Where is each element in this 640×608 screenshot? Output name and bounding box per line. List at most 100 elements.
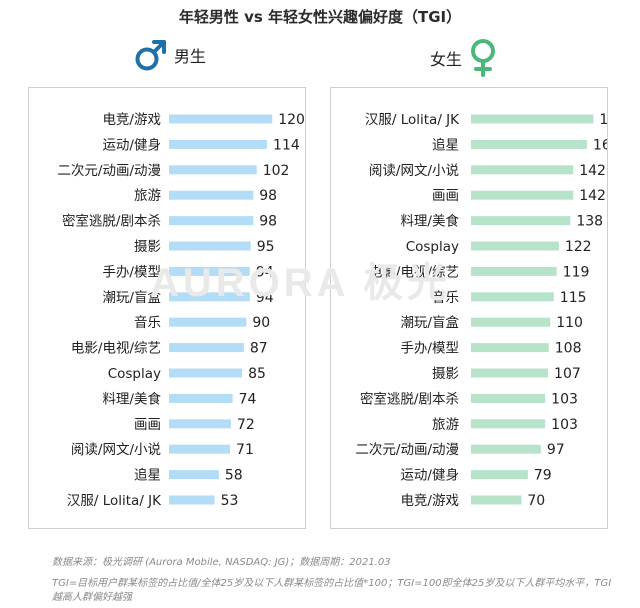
chart-title: 年轻男性 vs 年轻女性兴趣偏好度（TGI） bbox=[178, 8, 462, 26]
male-bar bbox=[169, 393, 233, 403]
male-bar bbox=[169, 292, 250, 302]
male-category-label: 电影/电视/综艺 bbox=[71, 341, 161, 357]
male-label: 男生 bbox=[174, 47, 207, 66]
male-bar bbox=[169, 470, 219, 480]
male-value-label: 94 bbox=[256, 290, 274, 306]
female-value-label: 70 bbox=[527, 493, 545, 509]
female-category-label: 料理/美食 bbox=[400, 213, 459, 230]
male-category-label: 潮玩/盲盒 bbox=[102, 289, 161, 306]
male-bar bbox=[169, 241, 251, 251]
male-bar bbox=[169, 444, 231, 454]
female-category-label: 摄影 bbox=[432, 366, 459, 382]
male-bar bbox=[169, 165, 257, 175]
female-bar bbox=[471, 216, 571, 226]
female-bar bbox=[471, 292, 554, 302]
female-category-label: 汉服/ Lolita/ JK bbox=[365, 112, 460, 128]
footnote-source: 数据来源：极光调研 (Aurora Mobile, NASDAQ: JG)；数据… bbox=[52, 557, 391, 568]
male-bar bbox=[169, 317, 247, 327]
female-bar bbox=[471, 343, 549, 353]
female-category-label: 音乐 bbox=[432, 289, 459, 306]
female-bar bbox=[471, 190, 574, 200]
male-category-label: 旅游 bbox=[134, 188, 161, 204]
female-header: 女生 bbox=[430, 38, 498, 78]
male-value-label: 58 bbox=[225, 468, 243, 484]
male-value-label: 102 bbox=[263, 163, 290, 179]
female-category-label: 潮玩/盲盒 bbox=[400, 314, 459, 331]
male-category-label: 电竞/游戏 bbox=[102, 111, 161, 128]
male-bar-chart: 电竞/游戏 120 运动/健身 114 二次元/动画/动漫 102 旅游 98 密室逃脱/剧本杀… bbox=[57, 111, 305, 509]
female-category-label: 手办/模型 bbox=[400, 341, 459, 357]
female-bar bbox=[471, 317, 551, 327]
female-value-label: 161 bbox=[593, 137, 607, 153]
female-value-label: 107 bbox=[554, 366, 581, 382]
female-bar bbox=[471, 114, 594, 124]
male-bar bbox=[169, 266, 250, 276]
female-value-label: 122 bbox=[565, 239, 592, 255]
male-chart-panel: 电竞/游戏 120 运动/健身 114 二次元/动画/动漫 102 旅游 98 密室逃脱/剧本杀… bbox=[28, 87, 306, 529]
male-category-label: 阅读/网文/小说 bbox=[71, 442, 161, 458]
male-bar bbox=[169, 190, 254, 200]
male-bar bbox=[169, 216, 254, 226]
female-bar bbox=[471, 139, 587, 149]
female-bar bbox=[471, 165, 574, 175]
male-category-label: 追星 bbox=[134, 468, 161, 484]
male-value-label: 71 bbox=[236, 442, 254, 458]
female-value-label: 108 bbox=[555, 341, 582, 357]
male-bar bbox=[169, 139, 268, 149]
footnote-tgi: TGI=目标用户群某标签的占比值/全体25岁及以下人群某标签的占比值*100；T… bbox=[52, 578, 612, 603]
male-category-label: 密室逃脱/剧本杀 bbox=[62, 213, 161, 230]
male-value-label: 85 bbox=[248, 366, 266, 382]
male-category-label: 摄影 bbox=[134, 239, 161, 255]
female-value-label: 138 bbox=[576, 214, 603, 230]
male-category-label: 料理/美食 bbox=[102, 390, 161, 407]
male-value-label: 94 bbox=[256, 264, 274, 280]
male-category-label: 汉服/ Lolita/ JK bbox=[67, 493, 162, 509]
male-value-label: 90 bbox=[252, 315, 270, 331]
male-category-label: Cosplay bbox=[108, 366, 161, 382]
male-category-label: 画画 bbox=[134, 417, 161, 433]
male-bar bbox=[169, 368, 243, 378]
female-value-label: 103 bbox=[551, 417, 578, 433]
female-bar bbox=[471, 393, 546, 403]
female-category-label: 二次元/动画/动漫 bbox=[355, 442, 459, 458]
male-value-label: 74 bbox=[239, 391, 257, 407]
male-bar bbox=[169, 495, 215, 505]
female-category-label: 电影/电视/综艺 bbox=[369, 264, 459, 280]
female-category-label: 阅读/网文/小说 bbox=[369, 163, 459, 179]
female-chart-panel: 汉服/ Lolita/ JK 170 追星 161 阅读/网文/小说 142 画画 142 料理… bbox=[330, 87, 608, 529]
male-value-label: 120 bbox=[278, 112, 305, 128]
female-category-label: 旅游 bbox=[432, 417, 459, 433]
female-value-label: 170 bbox=[599, 112, 607, 128]
female-category-label: 电竞/游戏 bbox=[400, 492, 459, 509]
male-value-label: 87 bbox=[250, 341, 268, 357]
female-bar bbox=[471, 470, 528, 480]
male-value-label: 72 bbox=[237, 417, 255, 433]
male-category-label: 二次元/动画/动漫 bbox=[57, 163, 161, 179]
male-value-label: 98 bbox=[259, 214, 277, 230]
female-bar-chart: 汉服/ Lolita/ JK 170 追星 161 阅读/网文/小说 142 画画 142 料理… bbox=[355, 112, 607, 509]
male-category-label: 音乐 bbox=[134, 314, 161, 331]
female-value-label: 115 bbox=[560, 290, 587, 306]
female-value-label: 142 bbox=[579, 188, 606, 204]
male-value-label: 53 bbox=[221, 493, 239, 509]
female-value-label: 110 bbox=[556, 315, 583, 331]
female-label: 女生 bbox=[430, 50, 463, 69]
female-bar bbox=[471, 241, 559, 251]
female-value-label: 79 bbox=[534, 468, 552, 484]
female-category-label: 追星 bbox=[432, 137, 459, 153]
female-bar bbox=[471, 266, 557, 276]
male-value-label: 114 bbox=[273, 137, 300, 153]
female-bar bbox=[471, 419, 546, 429]
male-category-label: 手办/模型 bbox=[102, 264, 161, 280]
female-value-label: 103 bbox=[551, 391, 578, 407]
male-bar bbox=[169, 419, 231, 429]
female-bar bbox=[471, 444, 541, 454]
female-bar bbox=[471, 368, 549, 378]
female-value-label: 97 bbox=[547, 442, 565, 458]
female-category-label: 运动/健身 bbox=[400, 468, 459, 484]
male-value-label: 98 bbox=[259, 188, 277, 204]
male-bar bbox=[169, 343, 244, 353]
female-category-label: 密室逃脱/剧本杀 bbox=[360, 390, 459, 407]
male-value-label: 95 bbox=[257, 239, 275, 255]
female-category-label: Cosplay bbox=[406, 239, 459, 255]
